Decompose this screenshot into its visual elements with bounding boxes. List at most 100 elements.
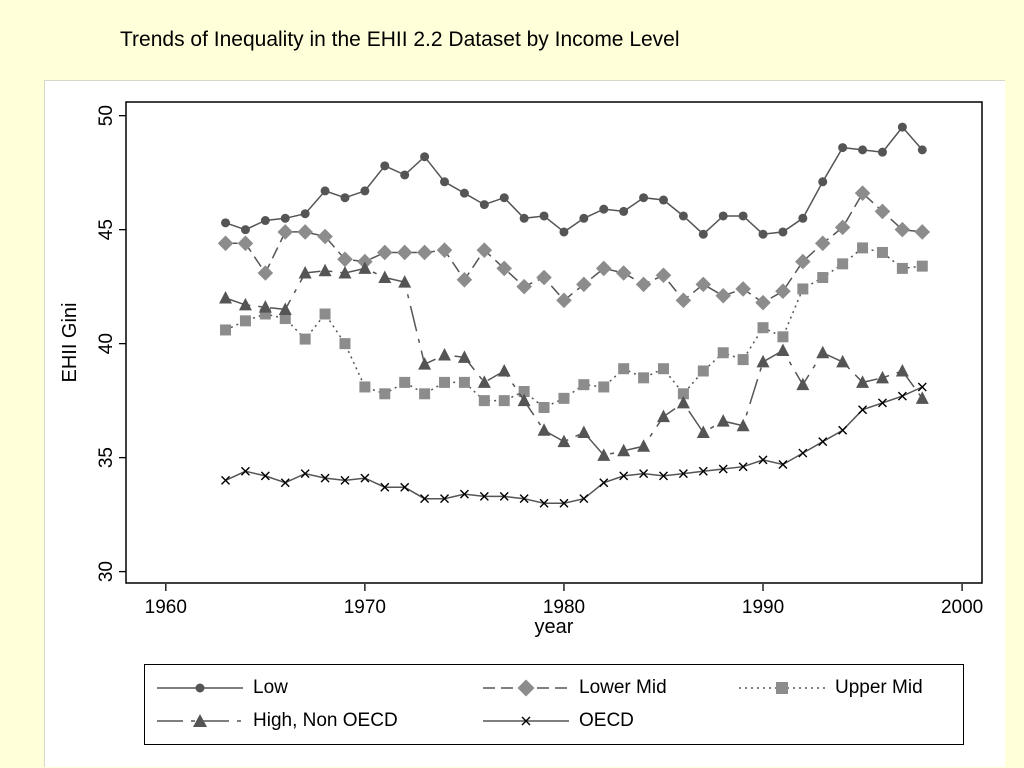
legend-swatch-low (157, 683, 243, 693)
data-point (440, 177, 450, 187)
data-point (758, 455, 768, 465)
data-point (518, 386, 530, 398)
data-point (459, 489, 469, 499)
data-point (458, 376, 470, 388)
data-point (400, 482, 410, 492)
data-point (895, 363, 909, 377)
data-point (877, 147, 887, 157)
data-point (914, 224, 931, 240)
data-point (917, 382, 927, 392)
data-point (917, 145, 927, 155)
y-tick-label: 45 (96, 219, 117, 240)
legend-swatch-oecd (483, 716, 569, 726)
data-point (778, 459, 788, 469)
data-point (258, 300, 272, 313)
legend-item-oecd: OECD (481, 708, 634, 734)
data-point (579, 494, 589, 504)
data-point (476, 242, 493, 258)
x-axis-title: year (535, 616, 574, 638)
data-point (639, 469, 649, 479)
data-point (698, 466, 708, 476)
data-point (318, 263, 332, 277)
legend-label-upper-mid: Upper Mid (835, 677, 923, 698)
data-point (657, 363, 669, 375)
data-point (221, 218, 231, 228)
legend-label-lower-mid: Lower Mid (579, 677, 667, 698)
data-point (419, 388, 431, 400)
data-point (459, 188, 469, 198)
data-point (619, 471, 629, 481)
series-upper-mid (220, 242, 928, 413)
data-point (557, 434, 571, 448)
data-point (838, 425, 848, 435)
data-point (796, 377, 810, 391)
data-point (499, 193, 509, 203)
data-point (716, 414, 730, 427)
legend-item-low: Low (155, 675, 288, 701)
data-point (757, 322, 769, 334)
data-point (618, 363, 630, 375)
data-point (478, 395, 490, 407)
data-point (436, 242, 453, 258)
data-point (894, 221, 911, 238)
series-high-non-oecd (219, 261, 929, 461)
x-tick-label: 1990 (742, 597, 784, 618)
data-point (340, 475, 350, 485)
data-point (379, 388, 391, 400)
data-point (519, 213, 529, 223)
data-point (317, 228, 333, 245)
data-point (517, 393, 531, 407)
data-point (220, 324, 232, 336)
slide-title: Trends of Inequality in the EHII 2.2 Dat… (120, 28, 680, 51)
data-point (579, 213, 589, 223)
data-point (339, 338, 351, 350)
data-point (320, 186, 330, 196)
y-axis-title: EHII Gini (59, 302, 81, 382)
data-point (559, 227, 569, 237)
series-line-oecd (225, 386, 923, 504)
series-low (221, 122, 927, 239)
data-point (300, 469, 310, 479)
data-point (380, 161, 390, 171)
data-point (797, 283, 809, 295)
data-point (635, 276, 652, 293)
y-tick-label: 40 (96, 333, 117, 354)
x-tick-label: 2000 (941, 597, 983, 618)
data-point (836, 354, 850, 368)
data-point (897, 391, 907, 401)
data-point (677, 388, 689, 400)
data-point (697, 365, 709, 377)
data-point (260, 216, 270, 226)
data-point (756, 354, 770, 368)
legend-label-low: Low (253, 677, 288, 698)
data-point (360, 186, 370, 196)
data-point (715, 287, 731, 304)
data-point (816, 345, 830, 359)
data-point (735, 281, 751, 297)
data-point (240, 466, 250, 476)
data-point (896, 262, 908, 274)
data-point (598, 381, 610, 393)
data-point (798, 448, 808, 458)
data-point (539, 498, 549, 508)
plot-area (125, 101, 983, 584)
data-point (718, 211, 728, 221)
data-point (359, 381, 371, 393)
data-point (396, 244, 413, 261)
data-point (238, 297, 252, 311)
data-point (638, 372, 650, 384)
data-point (418, 357, 432, 370)
legend-swatch-high-non-oecd (157, 714, 243, 727)
data-point (599, 478, 609, 488)
data-point (834, 219, 851, 236)
data-point (477, 375, 491, 388)
data-point (678, 211, 688, 221)
data-point (698, 229, 708, 239)
y-tick-label: 30 (96, 561, 117, 582)
data-point (695, 276, 712, 293)
data-point (499, 491, 509, 501)
x-tick-label: 1980 (543, 597, 585, 618)
series-oecd (221, 382, 927, 508)
data-point (479, 200, 489, 210)
data-point (399, 376, 411, 388)
